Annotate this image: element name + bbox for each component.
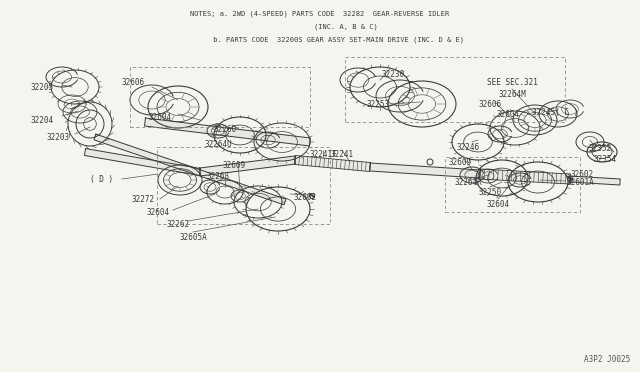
Text: 32609: 32609 (223, 160, 246, 170)
Text: 32253: 32253 (367, 99, 390, 109)
Text: 32264M: 32264M (498, 90, 526, 99)
Text: 32205: 32205 (31, 83, 54, 92)
Text: 32241: 32241 (330, 150, 353, 158)
Text: 32604: 32604 (148, 112, 172, 122)
Text: (INC. A, B & C): (INC. A, B & C) (262, 23, 378, 29)
Polygon shape (294, 155, 371, 171)
Text: 32262: 32262 (166, 219, 189, 228)
Text: 32609: 32609 (449, 157, 472, 167)
Text: 32601A: 32601A (566, 177, 594, 186)
Text: 32602: 32602 (570, 170, 593, 179)
Polygon shape (370, 163, 480, 178)
Polygon shape (84, 148, 200, 176)
Text: 32260: 32260 (213, 125, 237, 134)
Text: 32245( C ): 32245( C ) (532, 108, 578, 116)
Text: 32354: 32354 (593, 154, 616, 164)
Text: 32263: 32263 (207, 171, 230, 180)
Text: 32605A: 32605A (179, 232, 207, 241)
Text: 32604: 32604 (147, 208, 170, 217)
Text: 32203: 32203 (47, 132, 70, 141)
Text: SEE SEC.321: SEE SEC.321 (486, 77, 538, 87)
Text: 32606: 32606 (479, 99, 502, 109)
Text: 32604: 32604 (497, 109, 520, 119)
Text: 32246: 32246 (456, 142, 479, 151)
Text: 32352: 32352 (588, 144, 612, 153)
Text: NOTES; a. 2WD (4-SPEED) PARTS CODE  32282  GEAR-REVERSE IDLER: NOTES; a. 2WD (4-SPEED) PARTS CODE 32282… (190, 10, 450, 16)
Text: ( D ): ( D ) (90, 174, 113, 183)
Text: 32264U: 32264U (204, 140, 232, 148)
Text: 32604: 32604 (486, 199, 509, 208)
Text: A3P2 J0025: A3P2 J0025 (584, 355, 630, 364)
Polygon shape (480, 169, 570, 184)
Text: 32204: 32204 (31, 115, 54, 125)
Text: 32250: 32250 (479, 187, 502, 196)
Text: 32264R: 32264R (454, 177, 482, 186)
Polygon shape (145, 118, 310, 146)
Text: b. PARTS CODE  32200S GEAR ASSY SET-MAIN DRIVE (INC. D & E): b. PARTS CODE 32200S GEAR ASSY SET-MAIN … (175, 36, 465, 42)
Polygon shape (570, 176, 620, 185)
Text: 32606: 32606 (122, 77, 145, 87)
Text: 32272: 32272 (131, 195, 155, 203)
Text: 32230: 32230 (381, 70, 404, 78)
Polygon shape (200, 156, 296, 176)
Text: 32241F: 32241F (309, 150, 337, 158)
Text: 32602: 32602 (293, 192, 317, 202)
Polygon shape (94, 134, 286, 205)
